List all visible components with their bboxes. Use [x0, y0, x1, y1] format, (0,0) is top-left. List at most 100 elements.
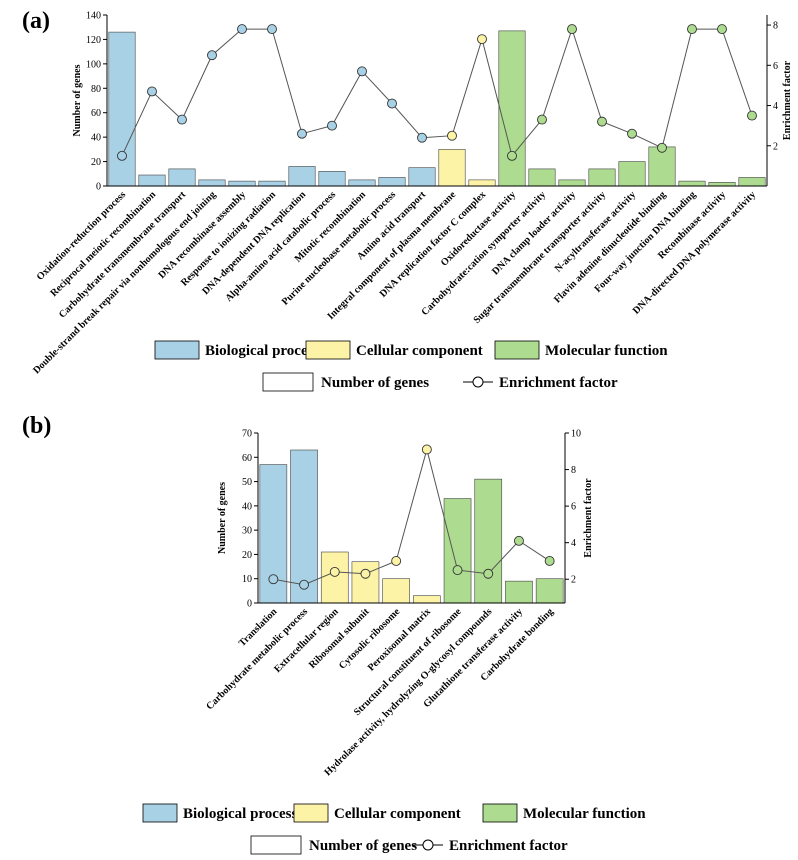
y-tick-label: 0	[247, 599, 252, 610]
y-tick-label: 140	[86, 11, 101, 22]
y2-tick-label: 8	[773, 21, 778, 32]
bar-2	[138, 174, 166, 187]
y2-tick-label: 2	[571, 575, 576, 586]
y2-tick-label: 10	[571, 429, 581, 440]
bar-22	[738, 177, 766, 187]
bar-16	[558, 179, 586, 187]
y-tick-label: 0	[96, 182, 101, 193]
bar-8	[474, 478, 503, 604]
bar-3	[168, 168, 196, 187]
enrichment-point-3	[177, 114, 187, 125]
y2-axis-title: Enrichment factor	[583, 478, 594, 558]
enrichment-line	[121, 27, 753, 157]
bar-13	[468, 179, 496, 187]
legend-line-marker	[422, 839, 434, 851]
y2-tick-label: 4	[571, 538, 576, 549]
y-tick-label: 50	[242, 477, 252, 488]
legend-line-label: Enrichment factor	[499, 375, 618, 391]
legend-label-3: Molecular function	[523, 806, 646, 822]
bar-3	[320, 551, 349, 604]
y-axis-title: Number of genes	[217, 482, 228, 554]
bar-4	[351, 561, 380, 604]
enrichment-point-12	[447, 130, 457, 141]
enrichment-point-5	[237, 24, 247, 35]
legend-bar-swatch	[262, 372, 314, 392]
legend-label-3: Molecular function	[545, 343, 668, 359]
legend-label-1: Biological process	[205, 343, 319, 359]
enrichment-line	[273, 447, 550, 586]
enrichment-point-6	[267, 24, 277, 35]
enrichment-point-10	[544, 556, 555, 566]
bar-21	[708, 182, 736, 187]
y-tick-label: 60	[91, 108, 101, 119]
y-tick-label: 10	[242, 574, 252, 585]
enrichment-point-16	[567, 24, 577, 35]
enrichment-point-19	[657, 142, 667, 153]
bar-14	[498, 30, 526, 187]
y-tick-label: 40	[242, 501, 252, 512]
y-axis-title: Number of genes	[72, 64, 83, 136]
enrichment-point-21	[717, 24, 727, 35]
bar-9	[348, 179, 376, 187]
y-tick-label: 80	[91, 84, 101, 95]
bar-1	[108, 31, 136, 187]
enrichment-point-9	[514, 535, 524, 546]
bar-12	[438, 149, 466, 187]
legend-swatch-2	[305, 340, 351, 360]
bar-7	[288, 166, 316, 187]
enrichment-point-7	[452, 565, 463, 576]
enrichment-point-1	[117, 150, 127, 161]
y-tick-label: 70	[242, 429, 252, 440]
bar-15	[528, 168, 556, 187]
enrichment-point-8	[483, 568, 494, 579]
enrichment-point-13	[477, 34, 487, 45]
bar-17	[588, 168, 616, 187]
enrichment-point-14	[507, 150, 517, 161]
legend-label-2: Cellular component	[356, 343, 483, 359]
y-tick-label: 20	[242, 550, 252, 561]
y2-tick-label: 6	[773, 61, 778, 72]
legend-swatch-3	[482, 803, 518, 823]
bar-7	[443, 498, 472, 604]
legend-label-1: Biological process	[183, 806, 297, 822]
legend-bar-swatch	[250, 835, 302, 855]
panel-a-chart: (a) 0 20 40 60 80 100 120 140 2 4 6 8 Number of genes…	[22, 8, 793, 392]
bar-10	[535, 578, 564, 604]
bar-6	[413, 595, 441, 604]
enrichment-point-6	[421, 444, 432, 455]
legend-swatch-1	[154, 340, 200, 360]
y-tick-label: 120	[86, 35, 101, 46]
bar-5	[228, 180, 256, 187]
y2-tick-label: 8	[571, 465, 576, 476]
bar-18	[618, 161, 646, 187]
bar-20	[678, 180, 706, 187]
y-tick-label: 60	[242, 453, 252, 464]
bar-11	[408, 167, 436, 187]
bar-2	[290, 449, 318, 604]
bar-6	[258, 180, 286, 187]
legend-line-label: Enrichment factor	[449, 838, 568, 854]
enrichment-point-4	[360, 568, 371, 579]
bar-8	[318, 171, 346, 187]
y2-tick-label: 4	[773, 101, 778, 112]
y-tick-label: 40	[91, 133, 101, 144]
enrichment-point-10	[387, 98, 397, 109]
panel-letter: (a)	[22, 8, 50, 34]
y2-axis-title: Enrichment factor	[782, 60, 793, 140]
enrichment-point-17	[597, 116, 607, 127]
enrichment-point-5	[391, 556, 402, 566]
enrichment-point-2	[147, 86, 157, 97]
enrichment-point-9	[357, 66, 367, 77]
bar-5	[382, 578, 410, 604]
panel-b-chart: (b) 0 10 20 30 40 50 60 70 2 4 6 8 10 Number of genes E…	[22, 413, 646, 855]
y-tick-label: 20	[91, 157, 101, 168]
category-label-8: Alpha-amino acid catabolic process	[223, 189, 338, 304]
legend-swatch-3	[494, 340, 540, 360]
enrichment-point-3	[329, 566, 340, 577]
enrichment-point-22	[747, 110, 757, 121]
y2-tick-label: 2	[773, 141, 778, 152]
legend-swatch-2	[293, 803, 329, 823]
legend-label-2: Cellular component	[334, 806, 461, 822]
y-tick-label: 100	[86, 59, 101, 70]
